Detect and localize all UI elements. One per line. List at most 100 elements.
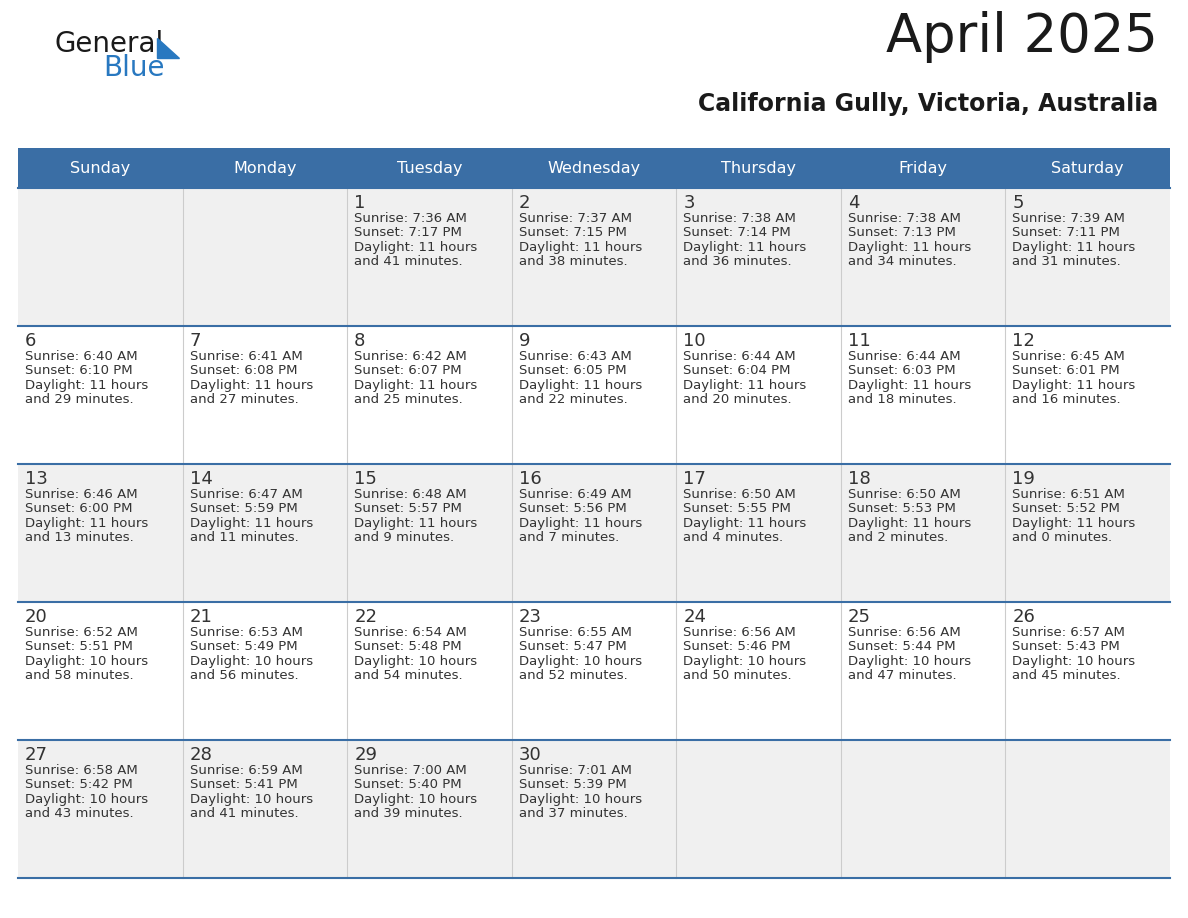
Text: Sunset: 6:10 PM: Sunset: 6:10 PM — [25, 364, 133, 377]
Text: 25: 25 — [848, 608, 871, 626]
Text: 12: 12 — [1012, 332, 1035, 350]
Text: and 2 minutes.: and 2 minutes. — [848, 531, 948, 544]
Text: Friday: Friday — [898, 161, 948, 175]
Text: Daylight: 11 hours: Daylight: 11 hours — [519, 378, 642, 392]
Text: California Gully, Victoria, Australia: California Gully, Victoria, Australia — [697, 92, 1158, 116]
Text: General: General — [55, 30, 164, 58]
Text: 11: 11 — [848, 332, 871, 350]
Text: 7: 7 — [190, 332, 201, 350]
Text: and 18 minutes.: and 18 minutes. — [848, 393, 956, 406]
Text: Sunrise: 6:50 AM: Sunrise: 6:50 AM — [683, 487, 796, 500]
Text: 21: 21 — [190, 608, 213, 626]
Text: Sunset: 6:05 PM: Sunset: 6:05 PM — [519, 364, 626, 377]
Text: Daylight: 11 hours: Daylight: 11 hours — [354, 517, 478, 530]
Text: 26: 26 — [1012, 608, 1035, 626]
Text: Daylight: 11 hours: Daylight: 11 hours — [519, 241, 642, 253]
Text: Daylight: 11 hours: Daylight: 11 hours — [519, 517, 642, 530]
Text: Sunset: 6:07 PM: Sunset: 6:07 PM — [354, 364, 462, 377]
Text: Daylight: 11 hours: Daylight: 11 hours — [354, 378, 478, 392]
Text: Sunrise: 6:41 AM: Sunrise: 6:41 AM — [190, 350, 302, 363]
Text: April 2025: April 2025 — [886, 11, 1158, 63]
Text: 3: 3 — [683, 194, 695, 212]
Text: 4: 4 — [848, 194, 859, 212]
Text: and 13 minutes.: and 13 minutes. — [25, 531, 134, 544]
Text: Sunrise: 6:48 AM: Sunrise: 6:48 AM — [354, 487, 467, 500]
Text: Daylight: 11 hours: Daylight: 11 hours — [1012, 241, 1136, 253]
Text: Sunrise: 6:49 AM: Sunrise: 6:49 AM — [519, 487, 631, 500]
Text: Daylight: 11 hours: Daylight: 11 hours — [190, 517, 312, 530]
Text: and 16 minutes.: and 16 minutes. — [1012, 393, 1121, 406]
Bar — [18, 602, 1170, 740]
Text: Sunrise: 7:38 AM: Sunrise: 7:38 AM — [683, 211, 796, 225]
Text: Sunset: 5:48 PM: Sunset: 5:48 PM — [354, 640, 462, 653]
Text: and 7 minutes.: and 7 minutes. — [519, 531, 619, 544]
Text: Sunrise: 6:57 AM: Sunrise: 6:57 AM — [1012, 625, 1125, 639]
Text: 19: 19 — [1012, 470, 1035, 488]
Text: Sunrise: 6:56 AM: Sunrise: 6:56 AM — [683, 625, 796, 639]
Polygon shape — [157, 38, 179, 58]
Text: Daylight: 10 hours: Daylight: 10 hours — [519, 655, 642, 667]
Text: Daylight: 11 hours: Daylight: 11 hours — [848, 378, 971, 392]
Text: Sunset: 6:04 PM: Sunset: 6:04 PM — [683, 364, 791, 377]
Text: Sunset: 6:01 PM: Sunset: 6:01 PM — [1012, 364, 1120, 377]
Bar — [18, 188, 1170, 326]
Text: Sunset: 5:52 PM: Sunset: 5:52 PM — [1012, 502, 1120, 515]
Text: and 25 minutes.: and 25 minutes. — [354, 393, 463, 406]
Text: Sunrise: 6:54 AM: Sunrise: 6:54 AM — [354, 625, 467, 639]
Text: Sunset: 6:00 PM: Sunset: 6:00 PM — [25, 502, 133, 515]
Text: Daylight: 10 hours: Daylight: 10 hours — [848, 655, 971, 667]
Text: Sunset: 5:40 PM: Sunset: 5:40 PM — [354, 778, 462, 791]
Text: Daylight: 11 hours: Daylight: 11 hours — [1012, 378, 1136, 392]
Text: 28: 28 — [190, 746, 213, 764]
Text: Daylight: 10 hours: Daylight: 10 hours — [25, 792, 148, 806]
Text: Sunset: 5:53 PM: Sunset: 5:53 PM — [848, 502, 955, 515]
Text: Daylight: 11 hours: Daylight: 11 hours — [190, 378, 312, 392]
Text: and 58 minutes.: and 58 minutes. — [25, 669, 133, 682]
Text: Daylight: 11 hours: Daylight: 11 hours — [848, 517, 971, 530]
Text: Sunset: 5:51 PM: Sunset: 5:51 PM — [25, 640, 133, 653]
Text: Sunset: 6:03 PM: Sunset: 6:03 PM — [848, 364, 955, 377]
Text: Sunset: 5:47 PM: Sunset: 5:47 PM — [519, 640, 626, 653]
Text: and 9 minutes.: and 9 minutes. — [354, 531, 454, 544]
Text: Sunrise: 7:01 AM: Sunrise: 7:01 AM — [519, 764, 632, 777]
Text: Sunrise: 7:38 AM: Sunrise: 7:38 AM — [848, 211, 961, 225]
Text: Sunset: 5:39 PM: Sunset: 5:39 PM — [519, 778, 626, 791]
Text: Sunset: 5:41 PM: Sunset: 5:41 PM — [190, 778, 297, 791]
Text: Daylight: 10 hours: Daylight: 10 hours — [190, 655, 312, 667]
Text: Daylight: 10 hours: Daylight: 10 hours — [354, 792, 478, 806]
Text: Saturday: Saturday — [1051, 161, 1124, 175]
Bar — [18, 148, 1170, 188]
Text: Sunrise: 7:39 AM: Sunrise: 7:39 AM — [1012, 211, 1125, 225]
Text: Daylight: 10 hours: Daylight: 10 hours — [1012, 655, 1136, 667]
Text: and 38 minutes.: and 38 minutes. — [519, 255, 627, 268]
Text: Sunrise: 6:58 AM: Sunrise: 6:58 AM — [25, 764, 138, 777]
Text: Sunrise: 6:44 AM: Sunrise: 6:44 AM — [683, 350, 796, 363]
Text: Sunset: 5:46 PM: Sunset: 5:46 PM — [683, 640, 791, 653]
Text: 20: 20 — [25, 608, 48, 626]
Text: 2: 2 — [519, 194, 530, 212]
Text: Sunrise: 6:46 AM: Sunrise: 6:46 AM — [25, 487, 138, 500]
Text: Daylight: 10 hours: Daylight: 10 hours — [683, 655, 807, 667]
Text: 22: 22 — [354, 608, 377, 626]
Bar — [18, 740, 1170, 878]
Text: Daylight: 11 hours: Daylight: 11 hours — [25, 378, 148, 392]
Text: Sunrise: 6:53 AM: Sunrise: 6:53 AM — [190, 625, 303, 639]
Text: and 11 minutes.: and 11 minutes. — [190, 531, 298, 544]
Text: Sunrise: 6:52 AM: Sunrise: 6:52 AM — [25, 625, 138, 639]
Text: and 36 minutes.: and 36 minutes. — [683, 255, 792, 268]
Text: Sunset: 5:44 PM: Sunset: 5:44 PM — [848, 640, 955, 653]
Text: 9: 9 — [519, 332, 530, 350]
Text: and 27 minutes.: and 27 minutes. — [190, 393, 298, 406]
Text: Sunrise: 7:36 AM: Sunrise: 7:36 AM — [354, 211, 467, 225]
Text: 23: 23 — [519, 608, 542, 626]
Text: and 37 minutes.: and 37 minutes. — [519, 807, 627, 820]
Text: and 34 minutes.: and 34 minutes. — [848, 255, 956, 268]
Text: Sunset: 7:14 PM: Sunset: 7:14 PM — [683, 226, 791, 239]
Text: and 20 minutes.: and 20 minutes. — [683, 393, 792, 406]
Text: Sunrise: 6:45 AM: Sunrise: 6:45 AM — [1012, 350, 1125, 363]
Text: 29: 29 — [354, 746, 377, 764]
Text: Sunrise: 7:37 AM: Sunrise: 7:37 AM — [519, 211, 632, 225]
Text: Thursday: Thursday — [721, 161, 796, 175]
Text: Daylight: 11 hours: Daylight: 11 hours — [1012, 517, 1136, 530]
Text: and 22 minutes.: and 22 minutes. — [519, 393, 627, 406]
